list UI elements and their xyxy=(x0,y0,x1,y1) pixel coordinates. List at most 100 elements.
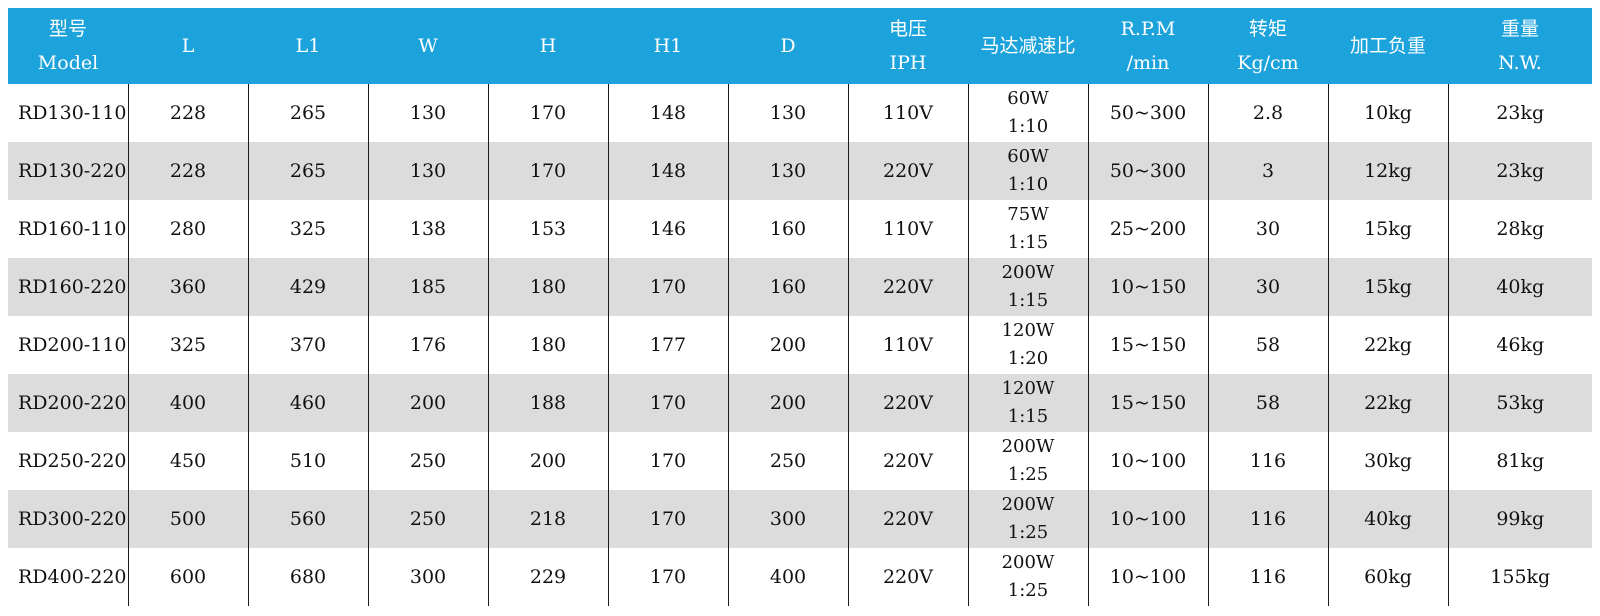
cell-motor-ratio: 120W 1:20 xyxy=(968,316,1089,374)
cell-h1: 146 xyxy=(608,200,729,258)
header-label: L xyxy=(181,35,195,57)
cell-load: 30kg xyxy=(1328,432,1449,490)
cell-torque: 58 xyxy=(1208,374,1329,432)
cell-voltage: 110V xyxy=(848,200,969,258)
table-row: RD250-220 450 510 250 200 170 250 220V 200W 1:25 1… xyxy=(8,432,1592,490)
header-label: H xyxy=(539,35,557,57)
cell-h: 180 xyxy=(488,258,609,316)
motor-power: 120W xyxy=(1001,378,1055,399)
cell-w: 176 xyxy=(368,316,489,374)
cell-load: 15kg xyxy=(1328,258,1449,316)
cell-w: 250 xyxy=(368,432,489,490)
motor-power: 75W xyxy=(1007,204,1049,225)
cell-rpm: 15~150 xyxy=(1088,316,1209,374)
cell-voltage: 220V xyxy=(848,142,969,200)
cell-h: 170 xyxy=(488,84,609,142)
cell-w: 200 xyxy=(368,374,489,432)
motor-power: 200W xyxy=(1001,494,1055,515)
reduction-ratio: 1:25 xyxy=(1007,580,1049,601)
cell-l: 450 xyxy=(128,432,249,490)
motor-power: 200W xyxy=(1001,262,1055,283)
cell-l: 228 xyxy=(128,84,249,142)
cell-d: 200 xyxy=(728,374,849,432)
cell-h1: 170 xyxy=(608,490,729,548)
cell-motor-ratio: 60W 1:10 xyxy=(968,142,1089,200)
cell-torque: 116 xyxy=(1208,490,1329,548)
header-motor-ratio: 马达减速比 xyxy=(968,8,1088,84)
cell-rpm: 10~100 xyxy=(1088,548,1209,606)
header-label: W xyxy=(418,35,438,57)
table-row: RD160-110 280 325 138 153 146 160 110V 75W 1:15 25… xyxy=(8,200,1592,258)
cell-l1: 680 xyxy=(248,548,369,606)
cell-weight: 40kg xyxy=(1448,258,1592,316)
header-sublabel: IPH xyxy=(889,52,927,74)
header-label: R.P.M xyxy=(1120,18,1176,40)
cell-torque: 116 xyxy=(1208,548,1329,606)
cell-w: 300 xyxy=(368,548,489,606)
cell-weight: 53kg xyxy=(1448,374,1592,432)
cell-h1: 170 xyxy=(608,374,729,432)
reduction-ratio: 1:20 xyxy=(1007,348,1049,369)
header-sublabel: /min xyxy=(1126,52,1170,74)
cell-motor-ratio: 75W 1:15 xyxy=(968,200,1089,258)
cell-torque: 3 xyxy=(1208,142,1329,200)
header-h1: H1 xyxy=(608,8,728,84)
cell-voltage: 220V xyxy=(848,374,969,432)
table-row: RD200-220 400 460 200 188 170 200 220V 120W 1:15 1… xyxy=(8,374,1592,432)
header-load: 加工负重 xyxy=(1328,8,1448,84)
cell-h: 188 xyxy=(488,374,609,432)
cell-h: 180 xyxy=(488,316,609,374)
cell-h1: 170 xyxy=(608,258,729,316)
cell-weight: 81kg xyxy=(1496,450,1545,472)
cell-l: 325 xyxy=(128,316,249,374)
cell-voltage: 220V xyxy=(848,490,969,548)
table-row: RD160-220 360 429 185 180 170 160 220V 200W 1:15 1… xyxy=(8,258,1592,316)
cell-weight: 23kg xyxy=(1496,102,1545,124)
cell-d: 130 xyxy=(728,84,849,142)
header-label: D xyxy=(780,35,796,57)
cell-voltage: 220V xyxy=(848,432,969,490)
reduction-ratio: 1:15 xyxy=(1007,406,1049,427)
cell-model: RD200-110 xyxy=(8,316,129,374)
table-row: RD130-220 228 265 130 170 148 130 220V 60W 1:10 50… xyxy=(8,142,1592,200)
cell-h: 218 xyxy=(488,490,609,548)
cell-l1: 370 xyxy=(248,316,369,374)
cell-torque: 58 xyxy=(1208,316,1329,374)
cell-weight: 155kg xyxy=(1490,566,1551,588)
cell-load: 15kg xyxy=(1328,200,1449,258)
cell-l1: 560 xyxy=(248,490,369,548)
header-label: L1 xyxy=(295,35,321,57)
cell-l1: 429 xyxy=(248,258,369,316)
cell-torque: 30 xyxy=(1208,200,1329,258)
cell-l1: 460 xyxy=(248,374,369,432)
table-header: 型号 Model L L1 W H H1 D 电压 IPH 马达减速比 R.P.M/min 转矩 Kg/c… xyxy=(8,8,1592,84)
cell-l: 228 xyxy=(128,142,249,200)
header-voltage: 电压 IPH xyxy=(848,8,968,84)
cell-l: 400 xyxy=(128,374,249,432)
cell-motor-ratio: 200W 1:25 xyxy=(968,548,1089,606)
cell-h1: 177 xyxy=(608,316,729,374)
cell-weight: 28kg xyxy=(1496,218,1545,240)
cell-w: 185 xyxy=(368,258,489,316)
header-label: 马达减速比 xyxy=(980,35,1076,57)
cell-h: 229 xyxy=(488,548,609,606)
cell-model: RD400-220 xyxy=(8,548,129,606)
cell-torque: 2.8 xyxy=(1208,84,1329,142)
table-row: RD130-110 228 265 130 170 148 130 110V 60W 1:10 50… xyxy=(8,84,1592,142)
cell-rpm: 10~100 xyxy=(1088,432,1209,490)
motor-power: 60W xyxy=(1007,88,1049,109)
cell-l: 360 xyxy=(128,258,249,316)
cell-w: 130 xyxy=(368,84,489,142)
cell-model: RD130-220 xyxy=(8,142,129,200)
motor-power: 200W xyxy=(1001,436,1055,457)
cell-load: 40kg xyxy=(1328,490,1449,548)
cell-h: 153 xyxy=(488,200,609,258)
cell-rpm: 10~150 xyxy=(1088,258,1209,316)
reduction-ratio: 1:15 xyxy=(1007,290,1049,311)
cell-rpm: 15~150 xyxy=(1088,374,1209,432)
cell-motor-ratio: 120W 1:15 xyxy=(968,374,1089,432)
header-label: 型号 xyxy=(48,18,87,40)
header-label: 重量 xyxy=(1500,18,1539,40)
motor-power: 200W xyxy=(1001,552,1055,573)
cell-motor-ratio: 60W 1:10 xyxy=(968,84,1089,142)
